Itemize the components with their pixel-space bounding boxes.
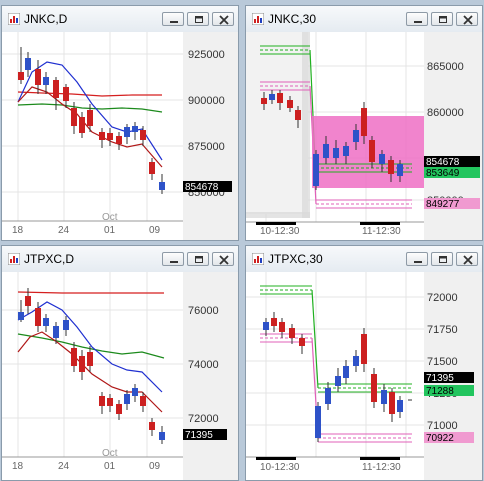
price-tag: 853649 (426, 168, 460, 179)
chart-window-jnkc-daily[interactable]: JNKC,D (1, 5, 239, 241)
chart-area[interactable]: 76000 74000 72000 71395 18 24 Oct 01 09 (2, 272, 238, 480)
window-title: JNKC,30 (268, 12, 317, 26)
maximize-icon (195, 16, 203, 23)
minimize-button[interactable] (406, 252, 428, 266)
date-label: Oct (102, 448, 118, 459)
price-tag: 70922 (426, 433, 454, 444)
minimize-button[interactable] (406, 12, 428, 26)
candlesticks (261, 90, 403, 190)
chart-window-icon (8, 13, 20, 25)
price-label: 900000 (188, 95, 225, 107)
ma-mid-line (17, 291, 164, 294)
window-title: JTPXC,D (24, 252, 75, 266)
close-icon (463, 255, 473, 265)
price-tag: 71395 (426, 373, 454, 384)
chart-area[interactable]: 865000 860000 850000 854678 853649 84927… (246, 32, 482, 240)
close-button[interactable] (212, 252, 234, 266)
close-icon (219, 255, 229, 265)
close-icon (219, 15, 229, 25)
time-label: 11-12:30 (362, 226, 401, 237)
window-titlebar[interactable]: JTPXC,D (2, 246, 238, 272)
price-label: 860000 (427, 107, 464, 119)
current-price-tag: 71395 (185, 430, 213, 441)
close-icon (463, 15, 473, 25)
price-tag: 849277 (426, 199, 460, 210)
shaded-zone (312, 116, 424, 188)
price-label: 72000 (188, 413, 219, 425)
price-label: 76000 (188, 305, 219, 317)
candlesticks (18, 288, 165, 444)
ma-fast-line (17, 301, 163, 393)
candlesticks (18, 47, 165, 194)
chart-window-icon (252, 13, 264, 25)
window-titlebar[interactable]: JTPXC,30 (246, 246, 482, 272)
price-label: 925000 (188, 49, 225, 61)
price-label: 72000 (427, 292, 458, 304)
ma-slow-line (17, 333, 165, 359)
maximize-icon (439, 16, 447, 23)
price-label: 71000 (427, 420, 458, 432)
price-label: 71500 (427, 356, 458, 368)
chart-window-jtpxc-30min[interactable]: JTPXC,30 (245, 245, 483, 481)
maximize-button[interactable] (187, 12, 209, 26)
date-label: Oct (102, 212, 118, 223)
time-label: 11-12:30 (362, 462, 401, 473)
minimize-icon (170, 261, 178, 263)
window-titlebar[interactable]: JNKC,D (2, 6, 238, 32)
window-title: JNKC,D (24, 12, 68, 26)
minimize-button[interactable] (162, 12, 184, 26)
maximize-button[interactable] (187, 252, 209, 266)
time-label: 10-12:30 (260, 226, 300, 237)
price-label: 74000 (188, 359, 219, 371)
candlesticks (263, 312, 412, 442)
time-label: 10-12:30 (260, 462, 300, 473)
date-label: 24 (58, 461, 70, 472)
chart-window-icon (8, 253, 20, 265)
price-label: 71750 (427, 324, 458, 336)
close-button[interactable] (212, 12, 234, 26)
chart-area[interactable]: 925000 900000 875000 850000 854678 18 24… (2, 32, 238, 240)
price-tag: 71288 (426, 386, 454, 397)
maximize-button[interactable] (431, 12, 453, 26)
close-button[interactable] (456, 12, 478, 26)
chart-window-icon (252, 253, 264, 265)
chart-area[interactable]: 72000 71750 71500 71250 71000 71395 7128… (246, 272, 482, 480)
minimize-icon (414, 21, 422, 23)
current-price-tag: 854678 (185, 182, 219, 193)
ma-slow-line (17, 103, 163, 113)
price-label: 875000 (188, 141, 225, 153)
maximize-button[interactable] (431, 252, 453, 266)
date-label: 09 (149, 461, 161, 472)
date-label: 18 (12, 225, 24, 236)
chart-window-jtpxc-daily[interactable]: JTPXC,D (1, 245, 239, 481)
date-label: 01 (104, 461, 116, 472)
date-label: 01 (104, 225, 116, 236)
chart-window-jnkc-30min[interactable]: JNKC,30 (245, 5, 483, 241)
window-titlebar[interactable]: JNKC,30 (246, 6, 482, 32)
date-label: 09 (149, 225, 161, 236)
date-label: 24 (58, 225, 70, 236)
price-label: 865000 (427, 61, 464, 73)
maximize-icon (195, 256, 203, 263)
window-title: JTPXC,30 (268, 252, 323, 266)
minimize-icon (170, 21, 178, 23)
price-tag: 854678 (426, 157, 460, 168)
close-button[interactable] (456, 252, 478, 266)
date-label: 18 (12, 461, 24, 472)
minimize-button[interactable] (162, 252, 184, 266)
minimize-icon (414, 261, 422, 263)
maximize-icon (439, 256, 447, 263)
